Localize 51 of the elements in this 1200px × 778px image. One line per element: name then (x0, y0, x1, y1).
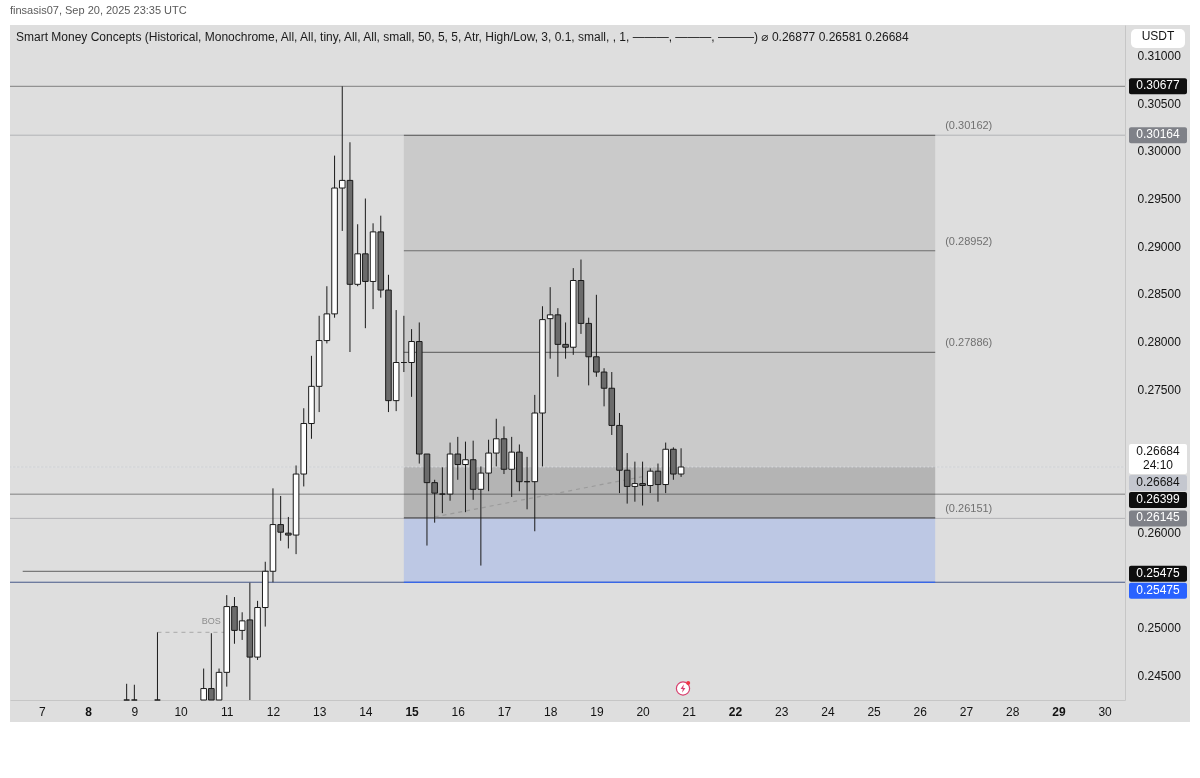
y-tick-label: 0.29000 (1137, 239, 1182, 254)
y-tick-label: 0.25000 (1137, 621, 1182, 636)
x-tick-label: 14 (359, 704, 373, 719)
x-tick-label: 21 (682, 704, 697, 719)
y-tick-label: 0.28000 (1137, 335, 1182, 350)
x-tick-label: 13 (312, 704, 327, 719)
x-tick-label: 30 (1098, 704, 1113, 719)
x-tick-label: 8 (85, 704, 93, 719)
unit-button: USDT (1131, 29, 1185, 48)
x-tick-label: 25 (867, 704, 882, 719)
x-tick-label: 10 (174, 704, 189, 719)
y-tick-label: 0.27500 (1137, 382, 1182, 397)
x-tick-label: 22 (728, 704, 743, 719)
annotation: BOS (201, 616, 221, 627)
chart-title: finsasis07, Sep 20, 2025 23:35 UTC (10, 4, 187, 16)
x-tick-label: 17 (497, 704, 512, 719)
series-label: (0.30162) (945, 119, 993, 132)
x-tick-label: 28 (1006, 704, 1020, 719)
x-tick-label: 19 (590, 704, 604, 719)
ref-line-label: 0.26684 24:10 (1136, 444, 1181, 473)
y-tick-label: 0.28500 (1137, 287, 1182, 302)
y-tick-label: 0.31000 (1137, 49, 1182, 64)
x-tick-label: 12 (266, 704, 281, 719)
x-tick-label: 23 (775, 704, 789, 719)
ref-line-label: 0.25475 (1136, 565, 1181, 580)
x-tick-label: 16 (451, 704, 466, 719)
y-tick-label: 0.26000 (1137, 525, 1182, 540)
x-tick-label: 26 (913, 704, 928, 719)
series-label: (0.27886) (945, 336, 993, 349)
x-tick-label: 15 (405, 704, 420, 719)
x-tick-label: 7 (39, 704, 47, 719)
x-tick-label: 24 (821, 704, 835, 719)
x-tick-label: 27 (959, 704, 974, 719)
y-tick-label: 0.24500 (1137, 668, 1182, 683)
ref-line-label: 0.26145 (1136, 510, 1181, 525)
x-tick-label: 11 (221, 704, 234, 719)
y-tick-label: 0.30500 (1137, 96, 1182, 111)
x-tick-label: 9 (131, 704, 139, 719)
x-tick-label: 29 (1052, 704, 1066, 719)
x-tick-label: 18 (543, 704, 558, 719)
ref-line-label: 0.25475 (1136, 582, 1181, 597)
series-label: (0.28952) (945, 234, 993, 247)
ref-line-label: 0.26399 (1136, 492, 1181, 507)
x-tick-label: 20 (636, 704, 651, 719)
series-label: (0.26151) (945, 501, 993, 514)
ref-line-label: 0.30677 (1136, 78, 1181, 93)
chart-subtitle: Smart Money Concepts (Historical, Monochrome, All, All, tiny, All, All, small, 50, 5, 5, Atr, High/Low, 3, 0.1, small, , 1, ———, ———, ———) ⌀ 0.26877 0.26581 0.26684 (16, 30, 910, 44)
ref-line-label: 0.26684 (1136, 475, 1181, 490)
y-tick-label: 0.30000 (1137, 144, 1182, 159)
ref-line-label: 0.30164 (1136, 127, 1181, 142)
y-tick-label: 0.29500 (1137, 192, 1182, 207)
